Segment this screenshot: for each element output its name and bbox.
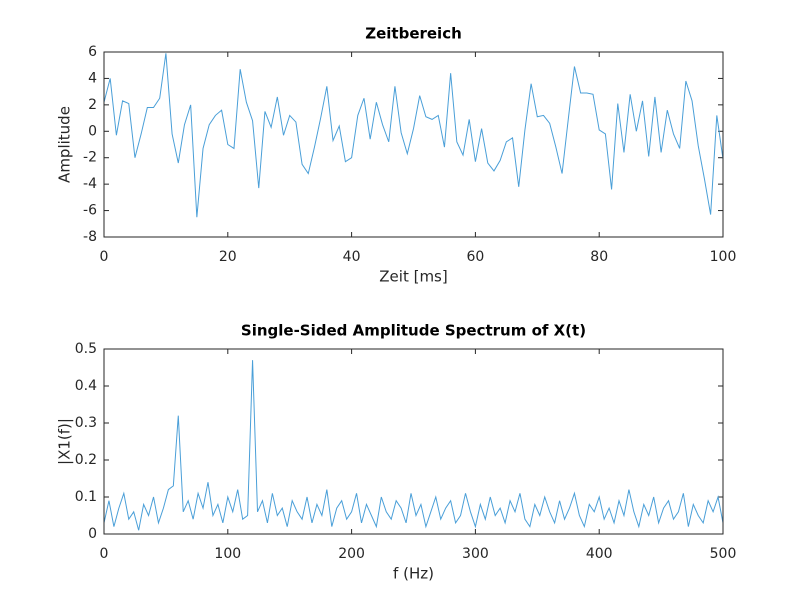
y-tick-label: 0.3 xyxy=(75,415,97,431)
chart-title: Single-Sided Amplitude Spectrum of X(t) xyxy=(241,322,586,340)
y-tick-label: -8 xyxy=(83,229,97,245)
x-tick-label: 20 xyxy=(219,249,237,265)
y-tick-label: 4 xyxy=(88,70,97,86)
y-tick-label: 0.4 xyxy=(75,378,97,394)
x-tick-label: 300 xyxy=(462,546,489,562)
y-tick-label: 0 xyxy=(88,123,97,139)
y-tick-label: -4 xyxy=(83,176,97,192)
y-tick-label: -2 xyxy=(83,150,97,166)
y-tick-label: 0.2 xyxy=(75,452,97,468)
x-tick-label: 200 xyxy=(338,546,365,562)
x-tick-label: 100 xyxy=(214,546,241,562)
y-tick-label: 0 xyxy=(88,526,97,542)
x-axis-label: f (Hz) xyxy=(393,565,434,583)
y-tick-label: -6 xyxy=(83,203,97,219)
x-tick-label: 40 xyxy=(343,249,361,265)
y-tick-label: 0.1 xyxy=(75,489,97,505)
x-tick-label: 0 xyxy=(100,249,109,265)
x-tick-label: 100 xyxy=(710,249,737,265)
signal-line xyxy=(103,360,724,531)
signal-line xyxy=(103,53,724,218)
axes-frame xyxy=(103,51,724,238)
y-tick-label: 2 xyxy=(88,97,97,113)
x-tick-label: 500 xyxy=(710,546,737,562)
y-tick-label: 0.5 xyxy=(75,341,97,357)
x-tick-label: 0 xyxy=(100,546,109,562)
x-tick-label: 60 xyxy=(466,249,484,265)
x-tick-label: 80 xyxy=(590,249,608,265)
axes-background xyxy=(103,51,724,238)
chart-title: Zeitbereich xyxy=(365,25,462,43)
y-axis-label: |X1(f)| xyxy=(56,418,74,465)
x-tick-label: 400 xyxy=(586,546,613,562)
y-axis-label: Amplitude xyxy=(56,106,74,183)
axes-frame xyxy=(103,348,724,535)
y-tick-label: 6 xyxy=(88,44,97,60)
x-axis-label: Zeit [ms] xyxy=(379,268,447,286)
